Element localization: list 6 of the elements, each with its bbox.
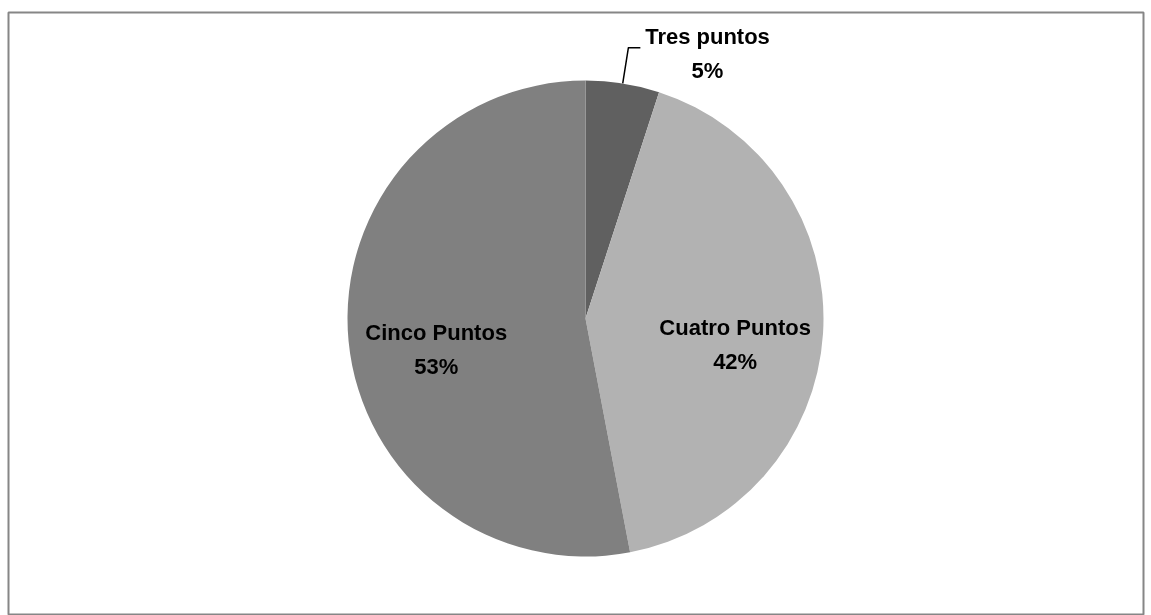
data-label: 53% bbox=[414, 354, 459, 380]
slice-label: Tres puntos bbox=[645, 24, 770, 50]
data-label: 42% bbox=[713, 349, 758, 375]
data-label: 5% bbox=[691, 58, 724, 84]
slice-label: Cinco Puntos bbox=[365, 320, 508, 346]
slice-label: Cuatro Puntos bbox=[659, 315, 811, 341]
